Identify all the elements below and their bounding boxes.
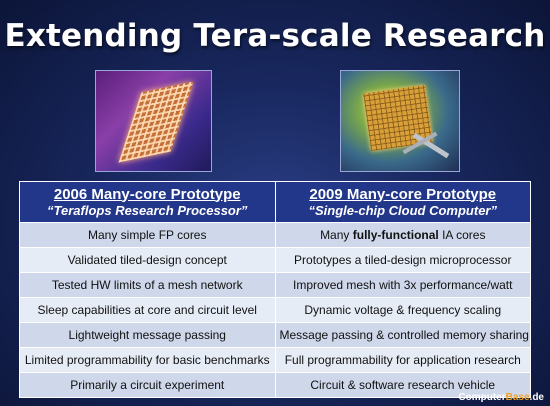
table-row: Sleep capabilities at core and circuit l… — [19, 297, 531, 323]
cell-2009: Dynamic voltage & frequency scaling — [274, 297, 531, 323]
cell-2006: Many simple FP cores — [19, 222, 276, 248]
cell-2009: Circuit & software research vehicle — [274, 372, 531, 398]
header-subtitle: “Single-chip Cloud Computer” — [308, 202, 498, 218]
cell-text: Many — [320, 228, 353, 242]
table-row: Limited programmability for basic benchm… — [19, 347, 531, 373]
cell-2006: Validated tiled-design concept — [19, 247, 276, 273]
slide-title: Extending Tera-scale Research — [4, 18, 546, 54]
table-row: Tested HW limits of a mesh network Impro… — [19, 272, 531, 298]
chip-die — [118, 81, 194, 163]
cell-2009: Prototypes a tiled-design microprocessor — [274, 247, 531, 273]
cell-2006: Tested HW limits of a mesh network — [19, 272, 276, 298]
header-subtitle: “Teraflops Research Processor” — [47, 202, 248, 218]
watermark-text: Base — [505, 392, 530, 403]
scc-chip-image — [340, 70, 460, 172]
cell-2009: Improved mesh with 3x performance/watt — [274, 272, 531, 298]
header-2009: 2009 Many-core Prototype “Single-chip Cl… — [274, 181, 531, 223]
table-row: Validated tiled-design concept Prototype… — [19, 247, 531, 273]
header-2006: 2006 Many-core Prototype “Teraflops Rese… — [19, 181, 276, 223]
computerbase-watermark: ComputerBase.de — [458, 392, 544, 403]
table-row: Primarily a circuit experiment Circuit &… — [19, 372, 531, 398]
watermark-text: Computer — [458, 392, 506, 403]
teraflops-chip-image — [95, 70, 212, 172]
comparison-table: 2006 Many-core Prototype “Teraflops Rese… — [19, 181, 531, 398]
cell-2006: Limited programmability for basic benchm… — [19, 347, 276, 373]
cell-2009: Full programmability for application res… — [274, 347, 531, 373]
table-row: Lightweight message passing Message pass… — [19, 322, 531, 348]
cell-2009: Message passing & controlled memory shar… — [274, 322, 531, 348]
table-header-row: 2006 Many-core Prototype “Teraflops Rese… — [19, 181, 531, 223]
table-row: Many simple FP cores Many fully-function… — [19, 222, 531, 248]
cell-text: IA cores — [438, 228, 486, 242]
header-title: 2006 Many-core Prototype — [53, 185, 241, 203]
watermark-text: .de — [529, 392, 544, 403]
cell-2006: Primarily a circuit experiment — [19, 372, 276, 398]
cell-2009: Many fully-functional IA cores — [274, 222, 531, 248]
cell-2006: Sleep capabilities at core and circuit l… — [19, 297, 276, 323]
cell-bold-text: fully-functional — [352, 228, 439, 242]
header-title: 2009 Many-core Prototype — [309, 185, 497, 203]
cell-2006: Lightweight message passing — [19, 322, 276, 348]
